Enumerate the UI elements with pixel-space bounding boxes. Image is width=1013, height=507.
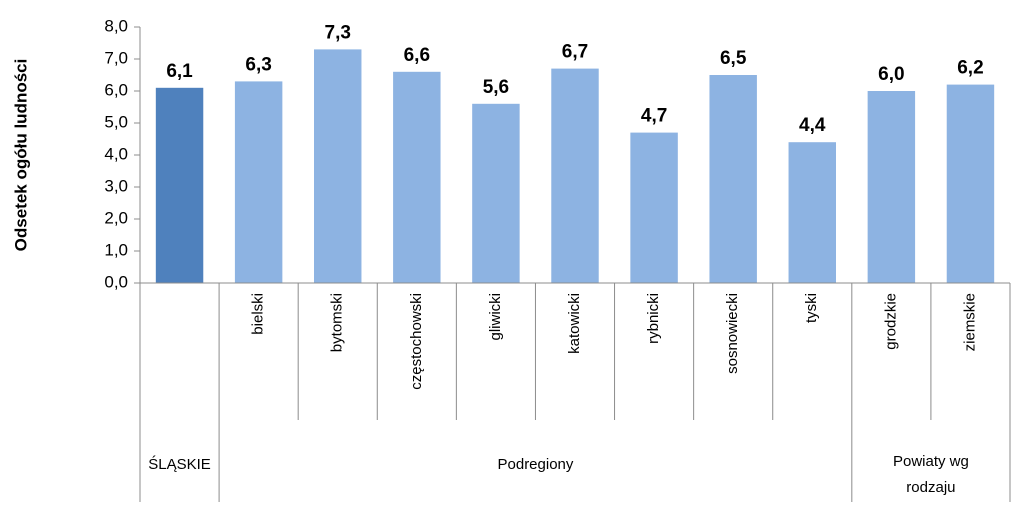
y-tick-label: 5,0 [104,112,128,131]
x-tick-label: tyski [803,293,820,323]
value-label: 6,7 [562,42,588,63]
value-label: 5,6 [483,77,509,98]
y-tick-label: 7,0 [104,48,128,67]
bar [788,142,836,283]
y-tick-label: 1,0 [104,240,128,259]
value-label: 6,1 [166,61,193,82]
group-label: rodzaju [906,479,955,496]
y-tick-label: 6,0 [104,80,128,99]
value-label: 7,3 [325,22,351,43]
bar [314,49,362,284]
bar [155,87,204,283]
y-tick-label: 2,0 [104,208,128,227]
bar [472,103,520,283]
bar [393,71,441,283]
value-label: 6,3 [245,54,271,75]
x-tick-label: ziemskie [961,293,978,351]
group-label: Podregiony [498,456,574,473]
bar [709,75,757,283]
value-label: 6,2 [957,58,983,79]
x-tick-label: bytomski [329,293,346,352]
y-tick-label: 0,0 [104,272,128,291]
y-tick-label: 3,0 [104,176,128,195]
bar [630,132,678,283]
value-label: 4,4 [799,115,826,136]
bar [551,68,599,283]
y-tick-label: 8,0 [104,16,128,35]
value-label: 6,6 [404,45,430,66]
y-tick-label: 4,0 [104,144,128,163]
x-tick-label: grodzkie [882,293,899,350]
value-label: 6,5 [720,48,747,69]
x-tick-label: rybnicki [645,293,662,344]
x-tick-label: sosnowiecki [724,293,741,374]
group-label: ŚLĄSKIE [148,455,211,473]
x-tick-label: katowicki [566,293,583,354]
x-tick-label: bielski [250,293,267,335]
x-tick-label: częstochowski [408,293,425,390]
bar [946,84,995,283]
value-label: 6,0 [878,64,904,85]
group-label: Powiaty wg [893,453,969,470]
value-label: 4,7 [641,106,667,127]
bar [867,91,916,283]
x-tick-label: gliwicki [487,293,504,341]
y-axis-label: Odsetek ogółu ludności [11,59,30,252]
bar [234,81,283,284]
